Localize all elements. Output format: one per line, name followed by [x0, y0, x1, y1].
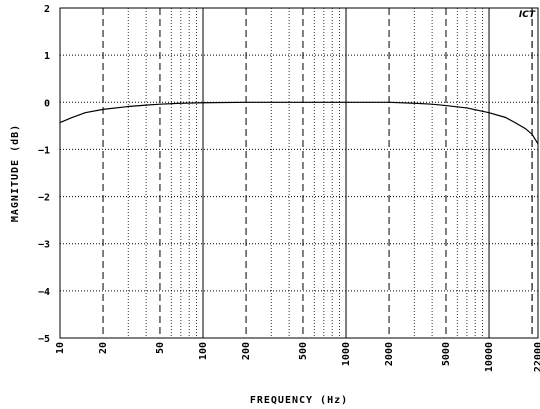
x-axis-label: FREQUENCY (Hz) — [250, 395, 348, 406]
x-tick-label: 1000 — [341, 342, 352, 366]
x-tick-label: 20 — [98, 342, 109, 354]
x-tick-label: 2000 — [384, 342, 395, 366]
y-tick-label: −2 — [38, 193, 50, 204]
y-tick-label: −5 — [38, 334, 50, 345]
series-layer — [59, 101, 539, 145]
y-tick-label: 2 — [44, 4, 50, 15]
y-tick-label: 0 — [44, 98, 50, 109]
y-tick-label: −3 — [38, 240, 50, 251]
x-tick-label: 10000 — [484, 342, 495, 372]
y-tick-labels: 2 1 0 −1 −2 −3 −4 −5 — [38, 4, 50, 345]
x-tick-label: 200 — [241, 342, 252, 360]
x-tick-label: 500 — [298, 342, 309, 360]
x-tick-labels: 10 20 50 100 200 500 1000 2000 5000 10000 22000 — [55, 342, 540, 372]
x-tick-label: 50 — [155, 342, 166, 354]
plot-frame — [59, 7, 539, 339]
response-curve — [59, 101, 539, 145]
brand-logo: ICT — [519, 10, 536, 20]
y-tick-label: −1 — [38, 145, 50, 156]
y-tick-label: 1 — [44, 51, 50, 62]
x-tick-label: 10 — [55, 342, 66, 354]
x-tick-label: 100 — [198, 342, 209, 360]
y-tick-label: −4 — [38, 287, 50, 298]
grid — [60, 7, 538, 339]
x-tick-label: 5000 — [441, 342, 452, 366]
x-tick-label: 22000 — [533, 342, 540, 372]
y-axis-label: MAGNITUDE (dB) — [10, 124, 21, 222]
